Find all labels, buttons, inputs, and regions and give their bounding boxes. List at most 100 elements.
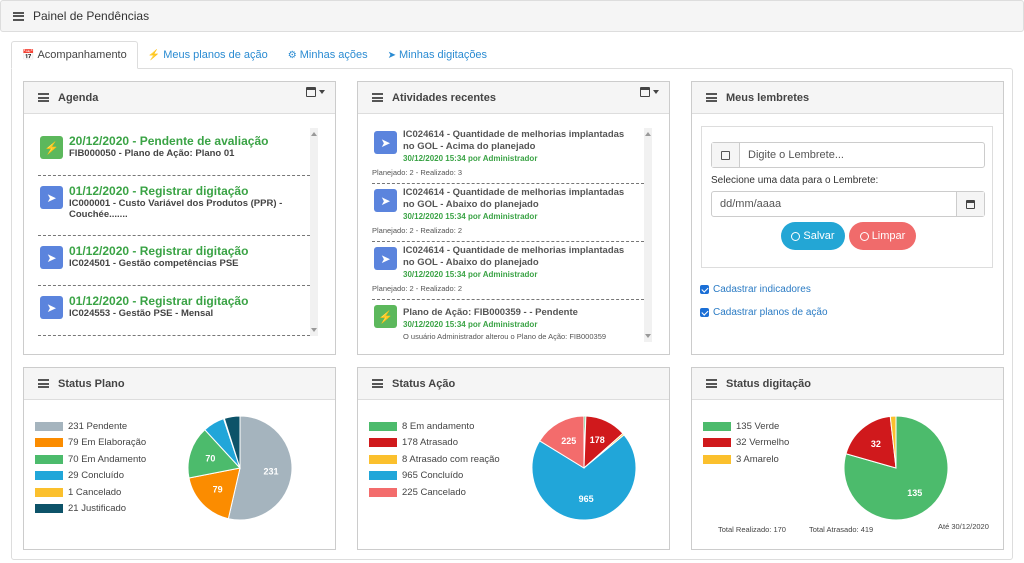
calendar-filter-button[interactable] <box>640 87 659 97</box>
pie-slice[interactable] <box>227 415 293 521</box>
pie-slice[interactable] <box>845 415 897 469</box>
pie-slice-label: 135 <box>907 488 922 498</box>
list-item[interactable]: ⚡ 20/12/2020 - Pendente de avaliação FIB… <box>38 126 310 176</box>
calendar-filter-button[interactable] <box>306 87 325 97</box>
legend-swatch <box>369 471 397 481</box>
calendar-icon[interactable] <box>956 192 984 216</box>
save-button[interactable]: Salvar <box>781 222 845 250</box>
tab-label: Minhas ações <box>299 49 368 61</box>
pie-slice[interactable] <box>188 467 241 520</box>
pie-slice[interactable] <box>223 415 241 469</box>
pie-slice[interactable] <box>538 415 585 469</box>
item-detail: O usuário Administrador alterou o Plano … <box>403 332 607 341</box>
list-item[interactable]: ➤ 01/12/2020 - Registrar digitação IC000… <box>38 176 310 236</box>
item-detail: Planejado: 2 - Realizado: 3 <box>372 168 463 177</box>
reminder-input[interactable] <box>740 143 984 167</box>
legend-item[interactable]: 79 Em Elaboração <box>35 435 146 452</box>
check-cadastrar-indicadores[interactable]: Cadastrar indicadores <box>700 284 811 295</box>
calendar-icon <box>306 87 316 97</box>
tab-minhas-acoes[interactable]: ⚙ Minhas ações <box>278 41 378 69</box>
legend-item[interactable]: 965 Concluído <box>369 468 500 485</box>
date-input-group <box>711 191 985 217</box>
legend-item[interactable]: 70 Em Andamento <box>35 451 146 468</box>
checkbox-checked-icon <box>700 285 709 294</box>
legend-swatch <box>703 421 731 431</box>
tab-meus-planos[interactable]: ⚡ Meus planos de ação <box>138 41 278 69</box>
checkbox-checked-icon <box>700 308 709 317</box>
legend-item[interactable]: 29 Concluído <box>35 468 146 485</box>
scroll-down-icon <box>311 328 317 332</box>
menu-icon[interactable] <box>13 11 24 21</box>
paper-plane-icon: ➤ <box>387 49 396 61</box>
legend-label: 8 Atrasado com reação <box>402 453 500 465</box>
check-cadastrar-planos[interactable]: Cadastrar planos de ação <box>700 307 828 318</box>
legend-item[interactable]: 8 Em andamento <box>369 418 500 435</box>
legend-item[interactable]: 3 Amarelo <box>703 451 789 468</box>
date-input[interactable] <box>712 192 956 216</box>
panel-title: Atividades recentes <box>392 91 496 104</box>
legend-swatch <box>35 504 63 514</box>
pie-slice[interactable] <box>531 434 637 521</box>
item-desc: FIB000050 - Plano de Ação: Plano 01 <box>69 148 235 159</box>
item-title: Plano de Ação: FIB000359 - - Pendente <box>403 307 578 318</box>
pie-slice[interactable] <box>889 415 897 469</box>
chart-legend: 231 Pendente 79 Em Elaboração 70 Em Andame… <box>35 418 146 517</box>
item-meta: 30/12/2020 15:34 por Administrador <box>403 270 538 279</box>
page-title: Painel de Pendências <box>33 9 150 23</box>
list-item[interactable]: ➤ IC024614 - Quantidade de melhorias imp… <box>372 126 644 184</box>
legend-item[interactable]: 21 Justificado <box>35 501 146 518</box>
panel-title: Meus lembretes <box>726 91 810 104</box>
legend-item[interactable]: 32 Vermelho <box>703 435 789 452</box>
status-plano-pie: 231 79 70 <box>187 415 293 521</box>
save-label: Salvar <box>803 230 835 242</box>
pie-slice-label: 225 <box>561 436 576 446</box>
list-item[interactable]: ➤ IC024614 - Quantidade de melhorias imp… <box>372 184 644 242</box>
total-realizado: Total Realizado: 170 <box>718 525 786 534</box>
paper-plane-icon: ➤ <box>374 189 397 212</box>
gear-icon: ⚙ <box>287 49 297 61</box>
legend-swatch <box>369 438 397 448</box>
tab-minhas-digitacoes[interactable]: ➤ Minhas digitações <box>378 41 497 69</box>
tab-label: Meus planos de ação <box>163 49 268 61</box>
legend-item[interactable]: 231 Pendente <box>35 418 146 435</box>
agenda-scrollbar[interactable] <box>310 128 318 336</box>
list-item[interactable]: ➤ 01/12/2020 - Registrar digitação IC024… <box>38 236 310 286</box>
agenda-list: ⚡ 20/12/2020 - Pendente de avaliação FIB… <box>38 126 310 336</box>
tab-bar: 📅 Acompanhamento ⚡ Meus planos de ação ⚙… <box>11 41 497 69</box>
item-title: 01/12/2020 - Registrar digitação <box>69 294 249 308</box>
pie-slice-label: 70 <box>205 453 215 463</box>
legend-swatch <box>703 454 731 464</box>
item-title: 20/12/2020 - Pendente de avaliação <box>69 134 269 148</box>
legend-swatch <box>369 454 397 464</box>
panel-title: Status digitação <box>726 377 811 390</box>
status-digitacao-panel: Status digitação 135 Verde 32 Vermelho 3 A… <box>691 367 1004 550</box>
list-item[interactable]: ➤ 01/12/2020 - Registrar digitação IC024… <box>38 286 310 336</box>
legend-item[interactable]: 178 Atrasado <box>369 435 500 452</box>
pie-slice-label: 231 <box>263 467 278 477</box>
scroll-down-icon <box>645 334 651 338</box>
status-acao-pie: 178 965 225 <box>531 415 637 521</box>
date-label: Selecione uma data para o Lembrete: <box>711 175 879 186</box>
pie-slice-label: 178 <box>590 435 605 445</box>
menu-icon <box>372 93 383 102</box>
legend-item[interactable]: 225 Cancelado <box>369 484 500 501</box>
item-meta: 30/12/2020 15:34 por Administrador <box>403 212 538 221</box>
reminder-input-group <box>711 142 985 168</box>
legend-item[interactable]: 135 Verde <box>703 418 789 435</box>
clear-circle-icon <box>859 231 869 241</box>
legend-item[interactable]: 8 Atrasado com reação <box>369 451 500 468</box>
legend-swatch <box>369 421 397 431</box>
list-item[interactable]: ➤ IC024614 - Quantidade de melhorias imp… <box>372 242 644 300</box>
activities-scrollbar[interactable] <box>644 128 652 342</box>
tab-acompanhamento[interactable]: 📅 Acompanhamento <box>11 41 138 69</box>
clear-button[interactable]: Limpar <box>849 222 916 250</box>
item-meta: 30/12/2020 15:34 por Administrador <box>403 154 538 163</box>
pie-slice[interactable] <box>187 429 241 479</box>
menu-icon <box>706 93 717 102</box>
item-desc: IC024553 - Gestão PSE - Mensal <box>69 308 214 319</box>
reminders-panel: Meus lembretes Selecione uma data para o… <box>691 81 1004 355</box>
paper-plane-icon: ➤ <box>374 247 397 270</box>
legend-item[interactable]: 1 Cancelado <box>35 484 146 501</box>
item-desc: IC000001 - Custo Variável dos Produtos (… <box>69 198 283 220</box>
list-item[interactable]: ⚡ Plano de Ação: FIB000359 - - Pendente … <box>372 300 644 342</box>
